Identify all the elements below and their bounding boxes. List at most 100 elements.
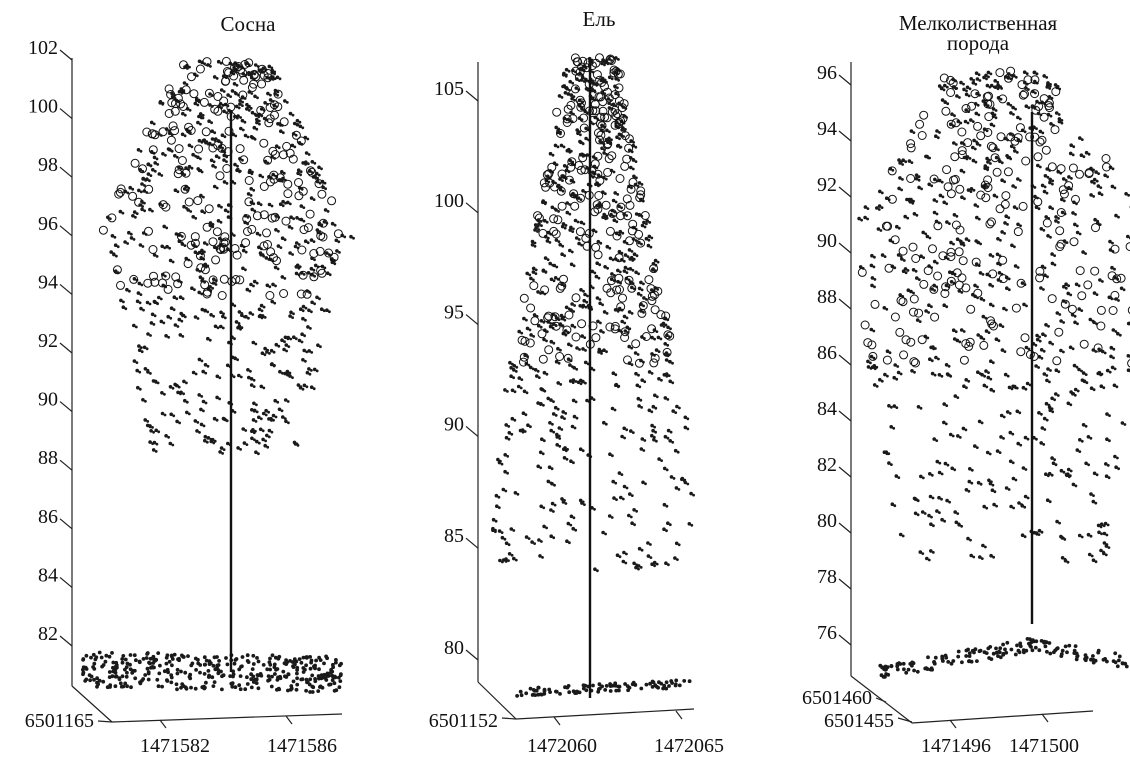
- point: [655, 439, 658, 443]
- point: [1083, 380, 1087, 384]
- point: [219, 446, 224, 450]
- ground-point: [113, 674, 118, 679]
- point: [615, 553, 620, 557]
- point: [522, 389, 527, 394]
- point: [199, 422, 204, 427]
- ground-point: [175, 667, 180, 672]
- point: [612, 285, 622, 295]
- point: [930, 371, 935, 376]
- point: [501, 560, 504, 564]
- point: [503, 469, 507, 474]
- point: [995, 252, 1000, 257]
- point: [529, 333, 533, 337]
- point: [164, 84, 174, 94]
- point: [602, 348, 606, 353]
- point: [526, 423, 530, 428]
- point: [1007, 72, 1011, 76]
- point: [176, 325, 180, 328]
- point: [207, 141, 212, 146]
- point: [969, 77, 973, 81]
- point: [1030, 105, 1035, 109]
- point: [310, 369, 313, 372]
- ground-point: [1117, 658, 1121, 663]
- point: [996, 261, 1000, 266]
- ground-point: [304, 656, 309, 660]
- point: [1051, 182, 1054, 186]
- point: [203, 280, 207, 284]
- ground-point: [989, 657, 994, 661]
- point: [297, 243, 301, 246]
- point: [1015, 123, 1025, 133]
- point: [253, 94, 257, 99]
- point: [987, 478, 991, 483]
- point: [206, 364, 210, 368]
- point: [540, 437, 544, 442]
- point: [955, 338, 960, 343]
- point: [584, 190, 587, 194]
- point: [265, 433, 269, 438]
- ground-point: [318, 685, 322, 689]
- point: [513, 418, 517, 422]
- point: [506, 471, 509, 475]
- point: [181, 111, 185, 116]
- point: [999, 238, 1002, 242]
- ground-point: [664, 686, 669, 691]
- point: [579, 382, 583, 386]
- point: [314, 179, 324, 189]
- point: [197, 357, 202, 362]
- ground-point: [324, 654, 328, 659]
- point: [199, 122, 202, 126]
- point: [678, 406, 681, 410]
- point: [619, 133, 623, 137]
- ground-point: [281, 669, 286, 674]
- point: [135, 212, 139, 216]
- point: [235, 63, 239, 68]
- point: [680, 476, 685, 481]
- point: [1048, 87, 1052, 90]
- point: [568, 248, 572, 253]
- point: [570, 323, 575, 328]
- point: [546, 236, 550, 240]
- point: [1012, 205, 1017, 209]
- point: [563, 329, 568, 333]
- point: [686, 417, 690, 421]
- point: [544, 169, 554, 179]
- point: [290, 143, 295, 148]
- point: [514, 370, 518, 373]
- point: [922, 256, 925, 260]
- point: [628, 280, 633, 284]
- point: [870, 276, 875, 280]
- point: [560, 415, 564, 419]
- point: [651, 261, 656, 266]
- ground-point: [255, 673, 260, 677]
- point: [539, 403, 542, 406]
- point: [183, 65, 187, 69]
- point: [233, 357, 237, 361]
- point: [1117, 467, 1120, 471]
- point: [1011, 303, 1021, 313]
- point: [906, 143, 916, 153]
- point: [304, 306, 308, 310]
- point: [212, 277, 216, 282]
- point: [1000, 199, 1010, 209]
- point: [173, 154, 177, 158]
- point: [239, 327, 242, 331]
- point: [674, 486, 679, 490]
- point: [575, 416, 579, 420]
- ground-point: [165, 679, 170, 683]
- point: [671, 409, 675, 413]
- point: [969, 190, 973, 194]
- point: [966, 304, 976, 314]
- point: [973, 203, 978, 207]
- point: [232, 234, 236, 237]
- point: [591, 286, 595, 290]
- point: [951, 118, 961, 128]
- point: [616, 193, 620, 196]
- point: [1048, 380, 1051, 384]
- point: [899, 255, 903, 258]
- point: [665, 504, 669, 508]
- point: [857, 216, 861, 221]
- point: [969, 553, 973, 558]
- point: [544, 311, 554, 321]
- point: [955, 184, 965, 194]
